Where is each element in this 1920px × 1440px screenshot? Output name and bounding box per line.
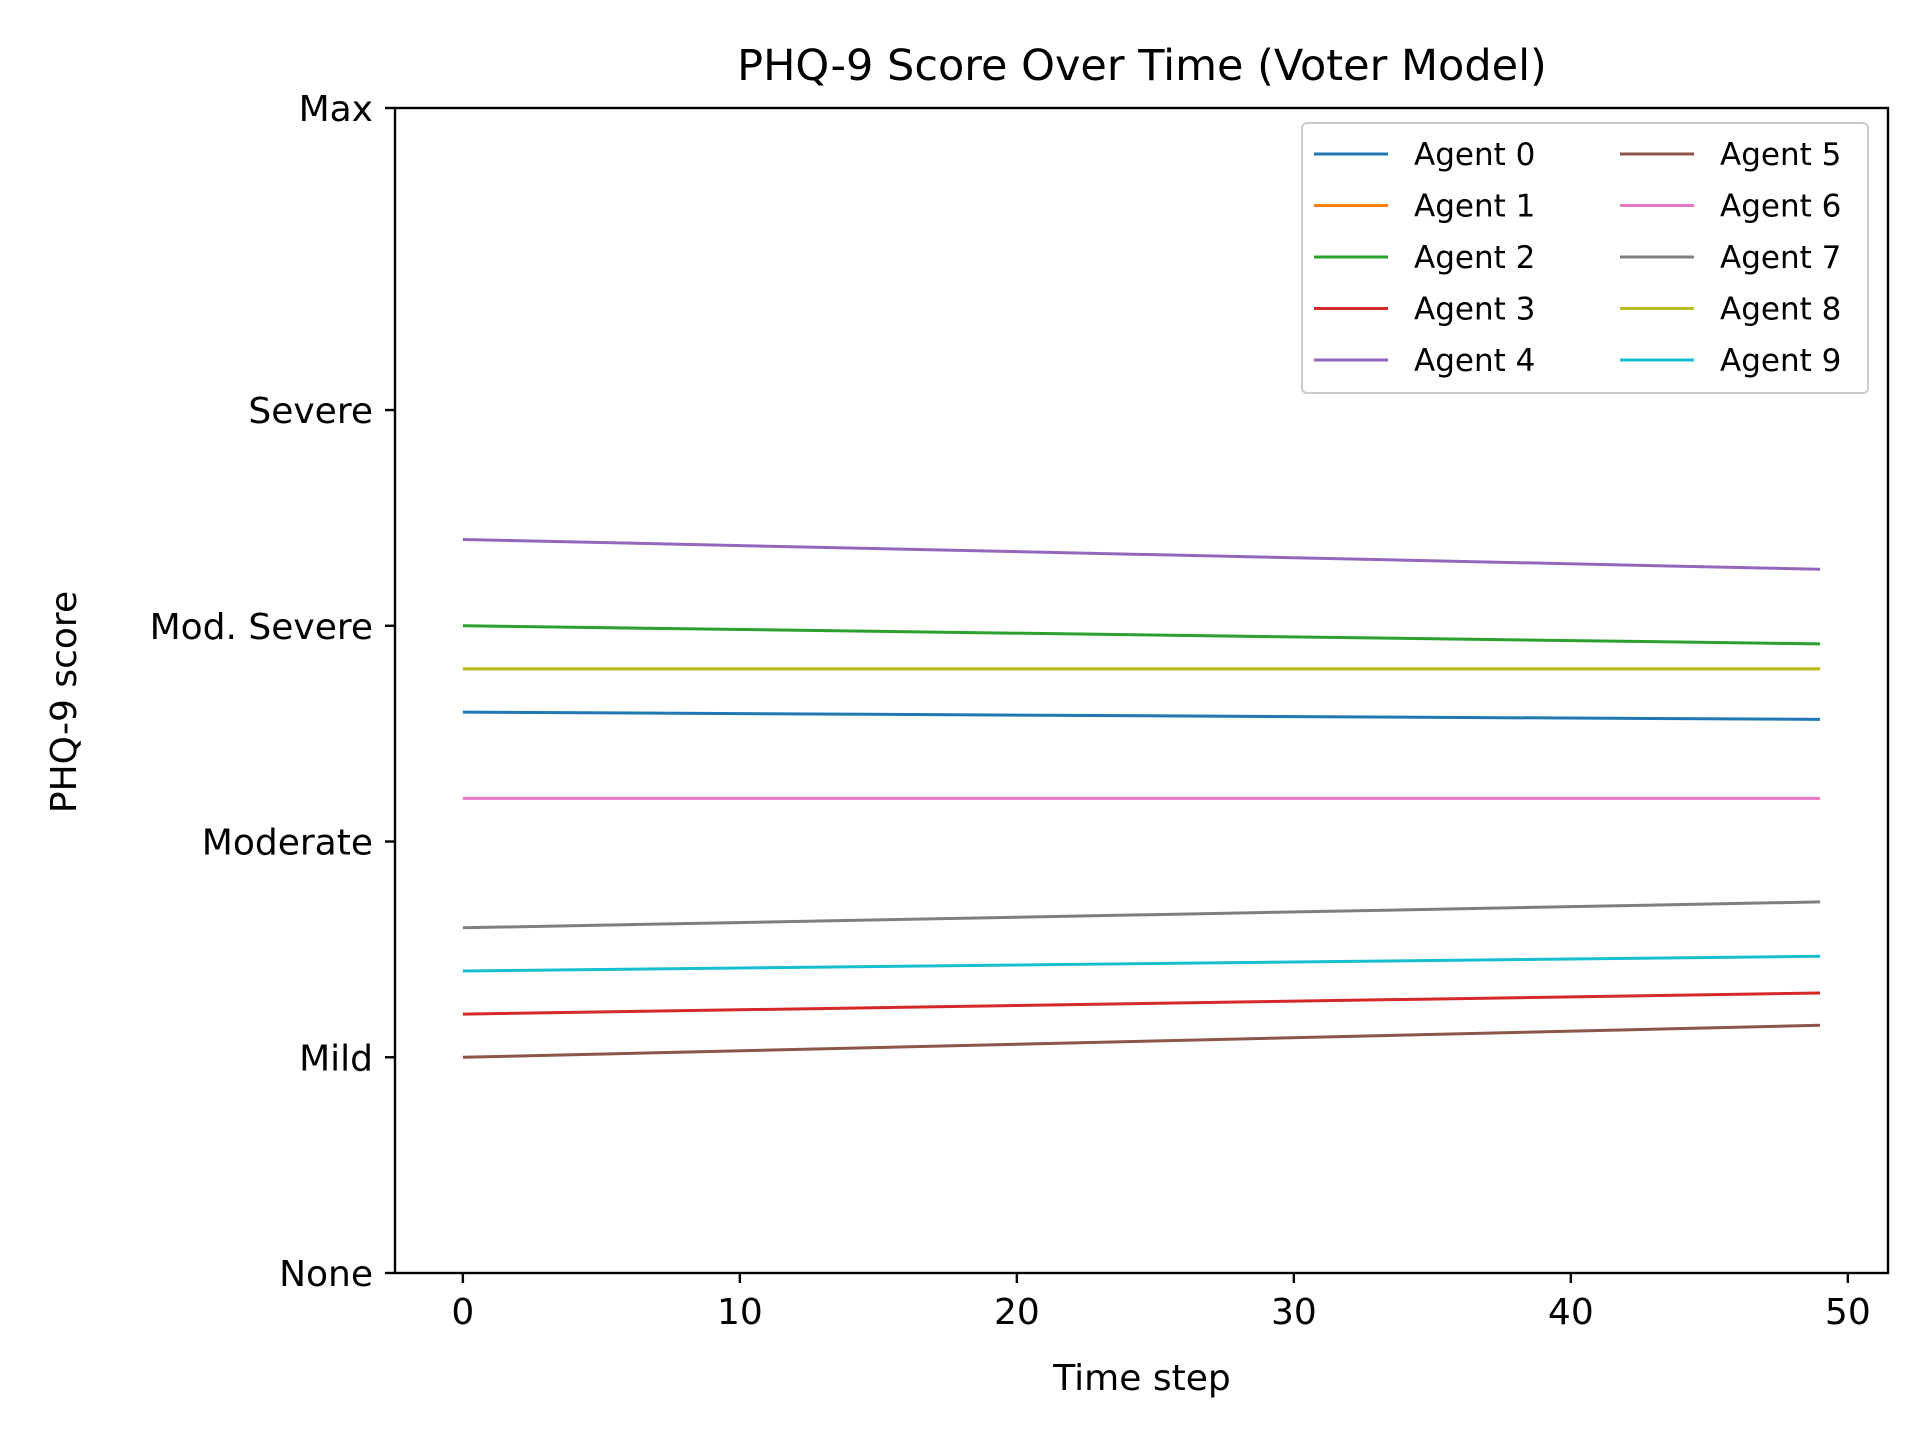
y-axis-label: PHQ-9 score [44, 591, 85, 813]
legend-label-agent-8: Agent 8 [1720, 292, 1841, 328]
legend-label-agent-2: Agent 2 [1414, 240, 1535, 276]
legend-label-agent-0: Agent 0 [1414, 137, 1535, 173]
series-line-agent-7 [462, 900, 1821, 930]
legend-label-agent-4: Agent 4 [1414, 343, 1535, 379]
series-line-agent-0 [462, 710, 1821, 721]
legend-label-agent-1: Agent 1 [1414, 189, 1535, 225]
series-line-agent-4 [462, 538, 1821, 571]
x-tick-label: 0 [451, 1292, 474, 1333]
legend-label-agent-3: Agent 3 [1414, 292, 1535, 328]
y-tick-label: Max [299, 89, 373, 130]
legend-label-agent-9: Agent 9 [1720, 343, 1841, 379]
plot-frame [393, 106, 1890, 1275]
x-tick-label: 30 [1271, 1292, 1317, 1333]
legend-label-agent-6: Agent 6 [1720, 189, 1841, 225]
x-tick-label: 20 [994, 1292, 1040, 1333]
series-line-agent-3 [462, 991, 1821, 1016]
series-line-agent-2 [462, 624, 1821, 646]
chart-title: PHQ-9 Score Over Time (Voter Model) [737, 41, 1547, 91]
y-tick-label: Moderate [202, 823, 373, 864]
y-tick-label: Mod. Severe [150, 607, 373, 648]
series-line-agent-9 [462, 954, 1821, 973]
legend-box [1301, 122, 1869, 394]
y-tick-label: Mild [299, 1038, 373, 1079]
legend: Agent 0 Agent 1 Agent 2 Agent 3 Agent 4 Agent… [1301, 122, 1869, 394]
y-axis: None Mild Moderate Mod. Severe Severe Max [150, 89, 395, 1295]
legend-label-agent-5: Agent 5 [1720, 137, 1841, 173]
x-tick-label: 10 [717, 1292, 763, 1333]
x-tick-label: 50 [1825, 1292, 1871, 1333]
y-tick-label: None [279, 1254, 373, 1295]
x-axis: 0 10 20 30 40 50 [451, 1273, 1871, 1333]
legend-label-agent-7: Agent 7 [1720, 240, 1841, 276]
x-tick-label: 40 [1548, 1292, 1594, 1333]
series-lines [462, 538, 1821, 1059]
y-tick-label: Severe [248, 391, 373, 432]
series-line-agent-5 [462, 1023, 1821, 1059]
x-axis-label: Time step [1052, 1358, 1230, 1399]
